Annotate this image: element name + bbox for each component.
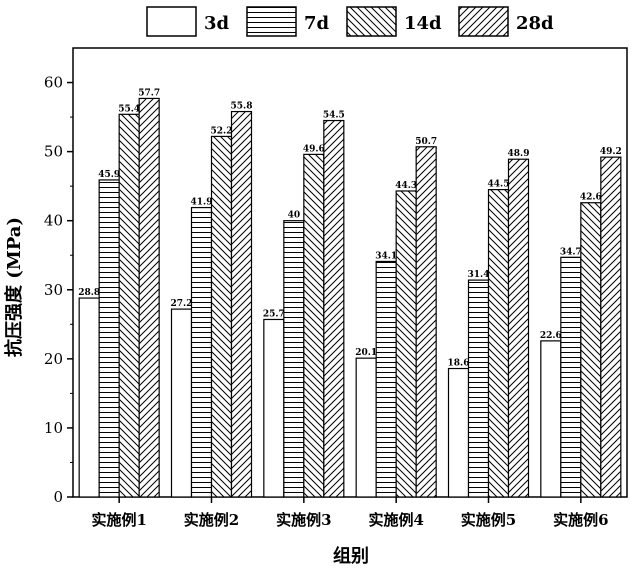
data-label: 42.6 [580, 193, 602, 203]
legend-label-14d: 14d [404, 13, 442, 34]
bar-7d-5 [467, 279, 490, 498]
data-label: 44.3 [395, 181, 417, 191]
data-label: 25.7 [263, 309, 285, 319]
bar-14d-4 [395, 190, 417, 498]
data-label: 54.5 [323, 111, 345, 121]
bar-7d-6 [560, 256, 582, 498]
bar-3d-6 [540, 340, 562, 498]
x-tick-label: 实施例3 [276, 511, 331, 529]
bar-14d-3 [303, 153, 325, 498]
x-axis-title: 组别 [333, 545, 369, 567]
x-tick-label: 实施例5 [461, 511, 516, 529]
bar-28d-1 [138, 97, 160, 498]
bar-7d-2 [190, 206, 213, 498]
x-tick-label: 实施例1 [91, 511, 146, 529]
data-label: 52.2 [211, 126, 233, 136]
bar-3d-2 [170, 308, 193, 498]
legend-swatch-28d [458, 6, 509, 37]
y-tick-label: 0 [53, 488, 63, 506]
x-tick-label: 实施例2 [184, 511, 239, 529]
bar-14d-1 [118, 113, 140, 498]
legend-swatch-3d [146, 6, 197, 37]
y-tick-label: 60 [44, 74, 63, 92]
data-label: 44.5 [488, 180, 510, 190]
data-label: 55.4 [118, 104, 140, 114]
data-label: 34.1 [375, 251, 397, 261]
bar-7d-1 [98, 179, 120, 498]
bar-28d-3 [323, 119, 345, 498]
legend-label-28d: 28d [516, 13, 554, 34]
bar-7d-3 [283, 220, 305, 498]
y-tick-label: 30 [44, 281, 63, 299]
y-tick-label: 50 [44, 143, 63, 161]
y-axis-title: 抗压强度 (MPa) [3, 217, 25, 357]
data-label: 49.2 [600, 147, 622, 157]
bar-14d-5 [487, 189, 510, 498]
data-label: 22.6 [540, 331, 562, 341]
bar-14d-6 [580, 202, 602, 498]
bar-14d-2 [210, 135, 233, 498]
legend-swatch-14d [346, 6, 397, 37]
legend: 3d 7d 14d 28d [146, 6, 554, 37]
bar-28d-2 [230, 110, 253, 498]
data-label: 41.9 [191, 198, 213, 208]
legend-label-7d: 7d [304, 13, 330, 34]
x-tick-label: 实施例6 [553, 511, 608, 529]
bar-3d-3 [263, 318, 285, 498]
data-label: 57.7 [138, 88, 160, 98]
plot-area: 0 10 20 30 40 50 60 28.8 45.9 55.4 57.7 实施例1 27.2 41.… [44, 47, 628, 529]
bar-28d-5 [507, 158, 530, 498]
data-label: 49.6 [303, 144, 325, 154]
bar-3d-4 [355, 357, 377, 498]
y-tick-label: 40 [44, 212, 63, 230]
data-label: 45.9 [98, 170, 120, 180]
data-label: 28.8 [78, 288, 100, 298]
data-label: 48.9 [508, 149, 530, 159]
bar-28d-6 [600, 156, 622, 498]
bar-28d-4 [415, 146, 437, 498]
y-tick-label: 20 [44, 350, 63, 368]
bar-7d-4 [375, 260, 397, 498]
x-tick-label: 实施例4 [368, 511, 423, 529]
bar-3d-5 [447, 367, 470, 498]
data-label: 55.8 [231, 102, 253, 112]
legend-swatch-7d [246, 6, 297, 37]
data-label: 27.2 [171, 299, 193, 309]
bar-3d-1 [78, 297, 100, 498]
data-label: 18.6 [448, 359, 470, 369]
data-label: 50.7 [415, 137, 437, 147]
plot-frame [72, 47, 628, 498]
data-label: 31.4 [468, 270, 490, 280]
data-label: 34.7 [560, 247, 582, 257]
y-tick-label: 10 [44, 419, 63, 437]
data-label: 40 [288, 211, 301, 221]
data-label: 20.1 [355, 348, 377, 358]
legend-label-3d: 3d [204, 13, 230, 34]
